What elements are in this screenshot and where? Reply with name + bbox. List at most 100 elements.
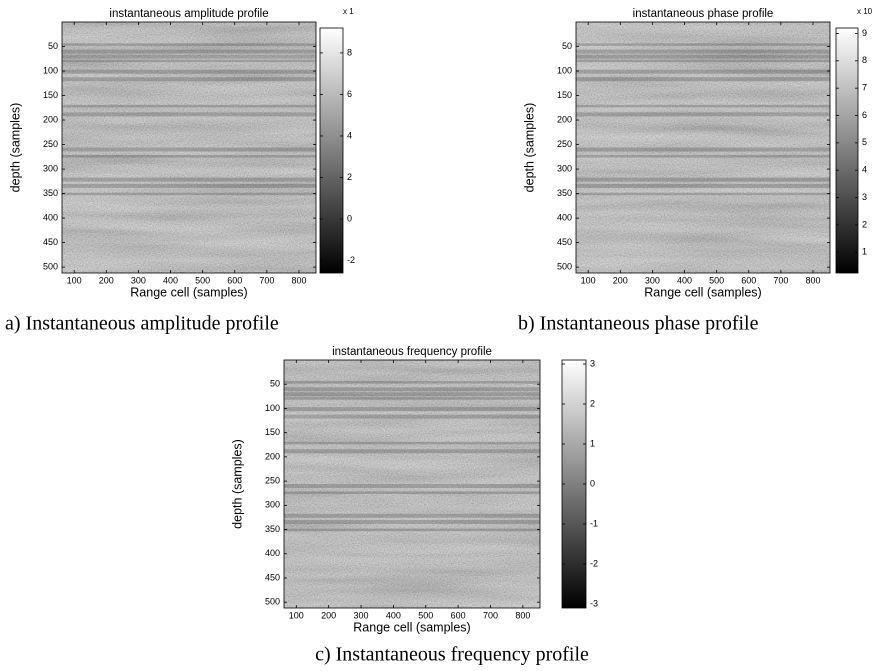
x-tick-label: 600 — [451, 610, 466, 620]
image-bands — [576, 22, 830, 273]
image-stripe — [284, 513, 540, 518]
image-stripe — [576, 192, 830, 196]
y-axis-label: depth (samples) — [8, 103, 22, 193]
image-stripe — [62, 147, 316, 152]
image-bands — [284, 360, 540, 608]
y-tick-label: 150 — [43, 90, 58, 100]
image-stripe — [284, 528, 540, 532]
axes-box — [61, 21, 317, 274]
y-tick-label: 200 — [265, 451, 280, 461]
caption: a) Instantaneous amplitude profile — [5, 313, 279, 335]
image-stripe — [576, 59, 830, 63]
x-axis-label: Range cell (samples) — [353, 620, 470, 634]
image-stripe — [62, 192, 316, 196]
colorbar-tick-label: -1 — [590, 518, 598, 528]
colorbar-tick-label: 4 — [862, 165, 867, 175]
y-tick-label: 50 — [562, 41, 572, 51]
image-stripe — [284, 407, 540, 412]
y-tick-label: 300 — [265, 500, 280, 510]
x-tick-label: 400 — [386, 610, 401, 620]
y-axis-label: depth (samples) — [230, 439, 244, 529]
image-stripe — [284, 381, 540, 384]
y-tick-label: 250 — [265, 475, 280, 485]
colorbar — [561, 359, 587, 609]
y-tick-label: 50 — [48, 41, 58, 51]
y-tick-label: 400 — [43, 212, 58, 222]
colorbar-tick-label: 6 — [347, 89, 352, 99]
image-stripe — [284, 392, 540, 397]
image-stripe — [576, 104, 830, 108]
image-stripe — [62, 77, 316, 82]
y-tick-label: 200 — [557, 114, 572, 124]
x-tick-label: 400 — [677, 275, 692, 285]
y-tick-label: 450 — [557, 237, 572, 247]
image-bands — [62, 22, 316, 273]
y-tick-label: 400 — [557, 212, 572, 222]
colorbar — [835, 27, 859, 274]
x-tick-label: 300 — [645, 275, 660, 285]
image-stripe — [576, 43, 830, 46]
chart-title: instantaneous frequency profile — [332, 346, 492, 358]
x-tick-label: 700 — [483, 610, 498, 620]
image-stripe — [62, 183, 316, 188]
image-stripe — [284, 449, 540, 454]
image-stripe — [62, 155, 316, 158]
x-tick-label: 600 — [227, 275, 242, 285]
caption: b) Instantaneous phase profile — [518, 313, 759, 335]
y-tick-label: 400 — [265, 548, 280, 558]
x-tick-label: 800 — [291, 275, 306, 285]
colorbar-exponent: x 1 — [343, 7, 354, 16]
image-stripe — [284, 491, 540, 494]
colorbar-tick-label: 5 — [862, 137, 867, 147]
axes-box — [283, 359, 541, 609]
x-tick-label: 100 — [67, 275, 82, 285]
colorbar — [319, 27, 344, 274]
image-stripe — [284, 387, 540, 392]
image-stripe — [576, 49, 830, 54]
colorbar-tick-label: -2 — [347, 255, 355, 265]
x-tick-label: 300 — [354, 610, 369, 620]
image-stripe — [576, 77, 830, 82]
colorbar-tick-label: -3 — [590, 598, 598, 608]
x-tick-label: 400 — [163, 275, 178, 285]
colorbar-tick-label: 7 — [862, 83, 867, 93]
x-tick-label: 700 — [773, 275, 788, 285]
image-stripe — [576, 54, 830, 59]
y-tick-label: 350 — [43, 188, 58, 198]
image-stripe — [576, 69, 830, 74]
x-tick-label: 800 — [515, 610, 530, 620]
x-axis-label: Range cell (samples) — [130, 285, 247, 299]
image-stripe — [576, 112, 830, 117]
x-axis-label: Range cell (samples) — [644, 285, 761, 299]
image-stripe — [576, 183, 830, 188]
y-tick-label: 200 — [43, 114, 58, 124]
colorbar-tick-label: -2 — [590, 558, 598, 568]
colorbar-exponent: x 10 — [857, 7, 873, 16]
x-tick-label: 500 — [195, 275, 210, 285]
y-tick-label: 500 — [43, 261, 58, 271]
y-tick-label: 50 — [270, 379, 280, 389]
y-tick-label: 350 — [557, 188, 572, 198]
colorbar-tick-label: 3 — [590, 358, 595, 368]
y-tick-label: 100 — [43, 65, 58, 75]
x-tick-label: 300 — [131, 275, 146, 285]
image-stripe — [62, 69, 316, 74]
y-tick-label: 500 — [265, 597, 280, 607]
axes-box — [575, 21, 831, 274]
y-tick-label: 150 — [557, 90, 572, 100]
image-stripe — [62, 112, 316, 117]
image-stripe — [62, 104, 316, 108]
y-tick-label: 450 — [265, 572, 280, 582]
y-tick-label: 350 — [265, 524, 280, 534]
colorbar-tick-label: 1 — [590, 438, 595, 448]
x-tick-label: 500 — [709, 275, 724, 285]
image-stripe — [284, 397, 540, 400]
y-tick-label: 100 — [557, 65, 572, 75]
y-tick-label: 250 — [43, 139, 58, 149]
colorbar-tick-label: 3 — [862, 192, 867, 202]
image-stripe — [62, 59, 316, 63]
x-tick-label: 100 — [289, 610, 304, 620]
image-stripe — [576, 177, 830, 182]
chart-title: instantaneous phase profile — [633, 8, 774, 20]
x-tick-label: 200 — [99, 275, 114, 285]
